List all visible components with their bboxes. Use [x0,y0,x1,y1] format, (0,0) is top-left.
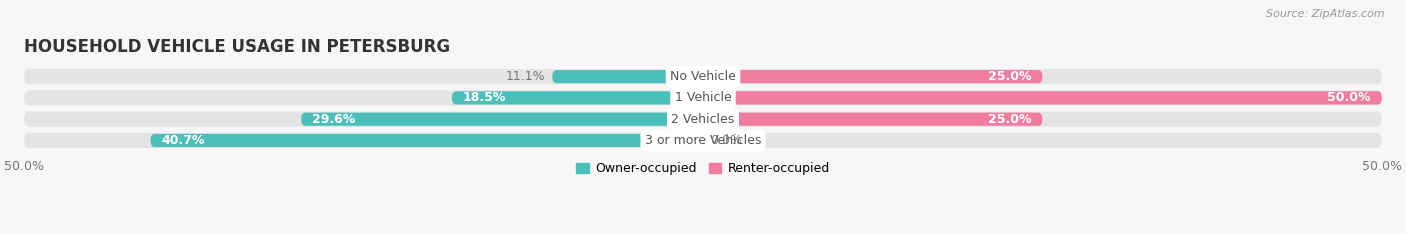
Text: 25.0%: 25.0% [988,70,1032,83]
Text: 40.7%: 40.7% [162,134,205,147]
FancyBboxPatch shape [24,133,1382,148]
Text: 3 or more Vehicles: 3 or more Vehicles [645,134,761,147]
FancyBboxPatch shape [703,70,1042,83]
Text: 29.6%: 29.6% [312,113,356,126]
Text: 50.0%: 50.0% [1327,91,1371,104]
FancyBboxPatch shape [150,134,703,147]
Text: 25.0%: 25.0% [988,113,1032,126]
Text: Source: ZipAtlas.com: Source: ZipAtlas.com [1267,9,1385,19]
FancyBboxPatch shape [703,113,1042,126]
FancyBboxPatch shape [553,70,703,83]
FancyBboxPatch shape [24,69,1382,84]
Text: 0.0%: 0.0% [710,134,742,147]
Text: 1 Vehicle: 1 Vehicle [675,91,731,104]
FancyBboxPatch shape [24,90,1382,106]
Text: HOUSEHOLD VEHICLE USAGE IN PETERSBURG: HOUSEHOLD VEHICLE USAGE IN PETERSBURG [24,38,450,56]
Text: No Vehicle: No Vehicle [671,70,735,83]
Text: 11.1%: 11.1% [506,70,546,83]
FancyBboxPatch shape [703,91,1382,105]
FancyBboxPatch shape [24,112,1382,127]
Text: 2 Vehicles: 2 Vehicles [672,113,734,126]
FancyBboxPatch shape [301,113,703,126]
FancyBboxPatch shape [451,91,703,105]
Text: 18.5%: 18.5% [463,91,506,104]
Legend: Owner-occupied, Renter-occupied: Owner-occupied, Renter-occupied [571,157,835,180]
